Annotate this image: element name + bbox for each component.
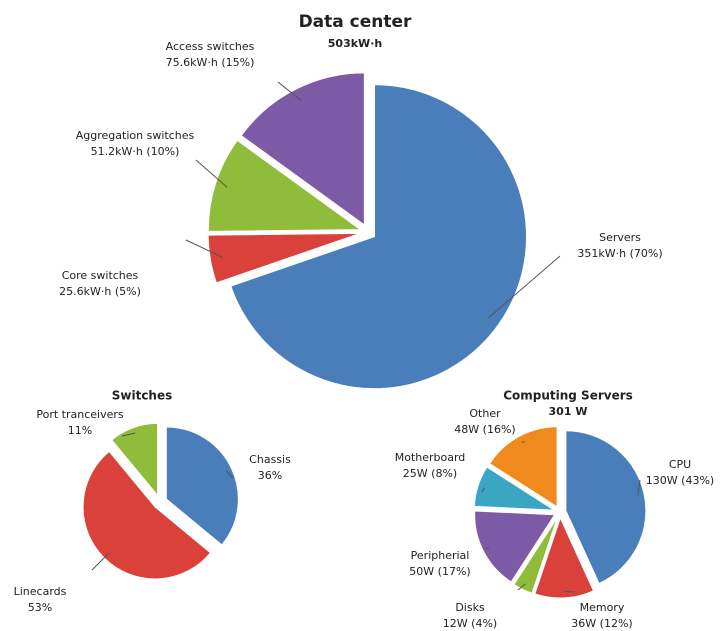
slice-value-label: 50W (17%) bbox=[409, 565, 470, 578]
slice-label: Servers bbox=[599, 231, 641, 244]
leader-line bbox=[564, 590, 576, 593]
chart-title: Data center bbox=[299, 12, 412, 32]
pie-slice bbox=[513, 517, 558, 594]
slice-label: Disks bbox=[455, 601, 485, 614]
slice-value-label: 36W (12%) bbox=[571, 617, 632, 630]
leader-line bbox=[225, 470, 234, 479]
leader-line bbox=[91, 553, 109, 571]
pie-slice bbox=[165, 426, 239, 546]
slice-label: Memory bbox=[580, 601, 625, 614]
chart-subtitle: 503kW·h bbox=[328, 37, 382, 50]
pie-slice bbox=[565, 430, 647, 585]
slice-label: Peripherial bbox=[411, 549, 470, 562]
slice-value-label: 48W (16%) bbox=[454, 423, 515, 436]
slice-label: Other bbox=[469, 407, 501, 420]
slice-label: Core switches bbox=[62, 269, 139, 282]
pie-slice bbox=[489, 426, 558, 508]
leader-line bbox=[195, 159, 228, 188]
leader-line bbox=[517, 583, 526, 591]
leader-line bbox=[121, 432, 136, 437]
pie-slice bbox=[240, 72, 365, 226]
pie-slice bbox=[473, 466, 557, 511]
slice-value-label: 25.6kW·h (5%) bbox=[59, 285, 141, 298]
slice-label: Aggregation switches bbox=[76, 129, 195, 142]
pie-slice bbox=[474, 510, 556, 583]
leader-line bbox=[481, 487, 485, 493]
slice-value-label: 130W (43%) bbox=[646, 474, 714, 487]
pie-slice bbox=[534, 516, 595, 599]
slice-value-label: 11% bbox=[68, 424, 92, 437]
pie-slice bbox=[207, 232, 361, 284]
slice-label: Port tranceivers bbox=[36, 408, 124, 421]
slice-label: Chassis bbox=[249, 453, 291, 466]
slice-value-label: 75.6kW·h (15%) bbox=[166, 56, 255, 69]
pie-slice bbox=[230, 84, 527, 390]
slice-label: Linecards bbox=[14, 585, 67, 598]
chart-title: Computing Servers bbox=[503, 389, 633, 403]
leader-line bbox=[277, 81, 302, 101]
slice-value-label: 53% bbox=[28, 601, 52, 614]
slice-value-label: 36% bbox=[258, 469, 282, 482]
pie-slice bbox=[207, 139, 362, 232]
slice-label: Motherboard bbox=[395, 451, 466, 464]
pie-slice bbox=[111, 422, 159, 497]
chart-title: Switches bbox=[112, 389, 173, 403]
slice-value-label: 51.2kW·h (10%) bbox=[91, 145, 180, 158]
chart-subtitle: 301 W bbox=[549, 405, 588, 418]
leader-line bbox=[637, 479, 641, 496]
slice-value-label: 351kW·h (70%) bbox=[577, 247, 662, 260]
leader-line bbox=[488, 255, 561, 319]
slice-value-label: 12W (4%) bbox=[443, 617, 497, 630]
slice-value-label: 25W (8%) bbox=[403, 467, 457, 480]
slice-label: CPU bbox=[669, 458, 691, 471]
leader-line bbox=[185, 239, 223, 258]
slice-label: Access switches bbox=[166, 40, 255, 53]
